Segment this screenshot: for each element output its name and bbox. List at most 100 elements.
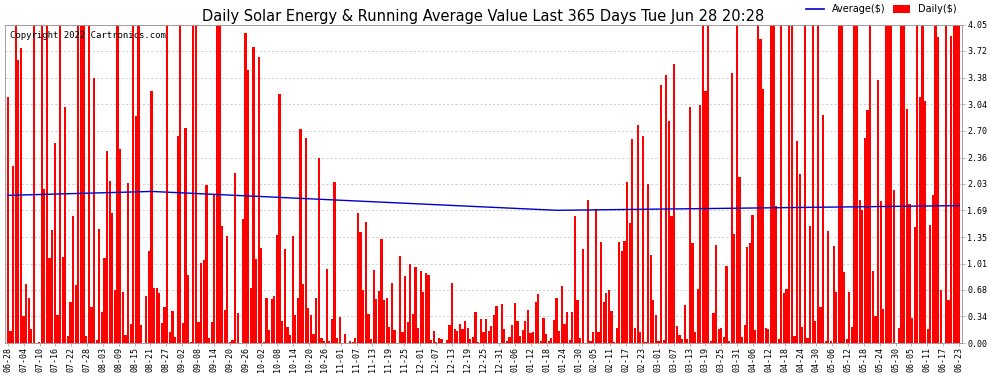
Bar [930, 225, 932, 343]
Bar [262, 342, 265, 343]
Bar [618, 242, 621, 343]
Bar [728, 341, 731, 343]
Bar [441, 339, 443, 343]
Bar [814, 321, 817, 343]
Bar [336, 338, 339, 343]
Bar [138, 25, 140, 343]
Bar [391, 284, 393, 343]
Bar [278, 94, 281, 343]
Bar [833, 246, 835, 343]
Bar [825, 340, 827, 343]
Bar [736, 25, 738, 343]
Bar [219, 25, 221, 343]
Bar [927, 329, 929, 343]
Bar [224, 310, 226, 343]
Bar [487, 331, 490, 343]
Bar [85, 336, 87, 343]
Bar [545, 334, 547, 343]
Bar [890, 25, 892, 343]
Bar [417, 328, 419, 343]
Bar [748, 243, 751, 343]
Bar [176, 135, 179, 343]
Bar [119, 149, 122, 343]
Bar [579, 338, 581, 343]
Bar [51, 230, 53, 343]
Bar [221, 226, 223, 343]
Title: Daily Solar Energy & Running Average Value Last 365 Days Tue Jun 28 20:28: Daily Solar Energy & Running Average Val… [202, 9, 764, 24]
Bar [321, 338, 323, 343]
Bar [15, 25, 17, 343]
Bar [589, 341, 592, 343]
Bar [527, 310, 529, 343]
Bar [538, 294, 540, 343]
Bar [90, 307, 92, 343]
Bar [535, 302, 537, 343]
Bar [33, 25, 35, 343]
Bar [673, 64, 675, 343]
Bar [866, 110, 868, 343]
Bar [367, 314, 369, 343]
Bar [111, 213, 114, 343]
Bar [882, 309, 884, 343]
Bar [436, 342, 438, 343]
Bar [375, 299, 377, 343]
Bar [772, 25, 774, 343]
Bar [80, 25, 82, 343]
Bar [845, 339, 847, 343]
Bar [944, 25, 947, 343]
Bar [117, 25, 119, 343]
Bar [568, 340, 571, 343]
Bar [268, 330, 270, 343]
Bar [712, 312, 715, 343]
Bar [307, 308, 310, 343]
Bar [88, 25, 90, 343]
Bar [305, 138, 307, 343]
Bar [820, 308, 822, 343]
Bar [66, 336, 69, 343]
Bar [801, 327, 803, 343]
Bar [148, 251, 150, 343]
Bar [850, 327, 853, 343]
Bar [621, 251, 623, 343]
Bar [122, 292, 124, 343]
Bar [555, 298, 557, 343]
Bar [334, 182, 336, 343]
Bar [182, 323, 184, 343]
Bar [702, 25, 704, 343]
Bar [783, 293, 785, 343]
Bar [257, 57, 259, 343]
Bar [858, 200, 861, 343]
Bar [485, 320, 487, 343]
Bar [17, 60, 20, 343]
Bar [587, 200, 589, 343]
Bar [901, 25, 903, 343]
Bar [775, 206, 777, 343]
Bar [812, 25, 814, 343]
Bar [597, 332, 600, 343]
Bar [848, 292, 850, 343]
Bar [694, 332, 696, 343]
Bar [540, 341, 543, 343]
Bar [313, 334, 315, 343]
Bar [751, 215, 753, 343]
Bar [662, 340, 665, 343]
Bar [160, 322, 163, 343]
Bar [420, 271, 422, 343]
Bar [955, 25, 957, 343]
Bar [490, 326, 492, 343]
Bar [49, 258, 50, 343]
Bar [952, 25, 955, 343]
Bar [155, 288, 157, 343]
Bar [422, 292, 425, 343]
Bar [372, 270, 375, 343]
Bar [723, 337, 725, 343]
Bar [493, 315, 495, 343]
Bar [522, 330, 524, 343]
Bar [174, 336, 176, 343]
Bar [600, 242, 602, 343]
Bar [785, 289, 788, 343]
Bar [756, 25, 759, 343]
Bar [208, 338, 210, 343]
Bar [566, 312, 568, 343]
Bar [754, 330, 756, 343]
